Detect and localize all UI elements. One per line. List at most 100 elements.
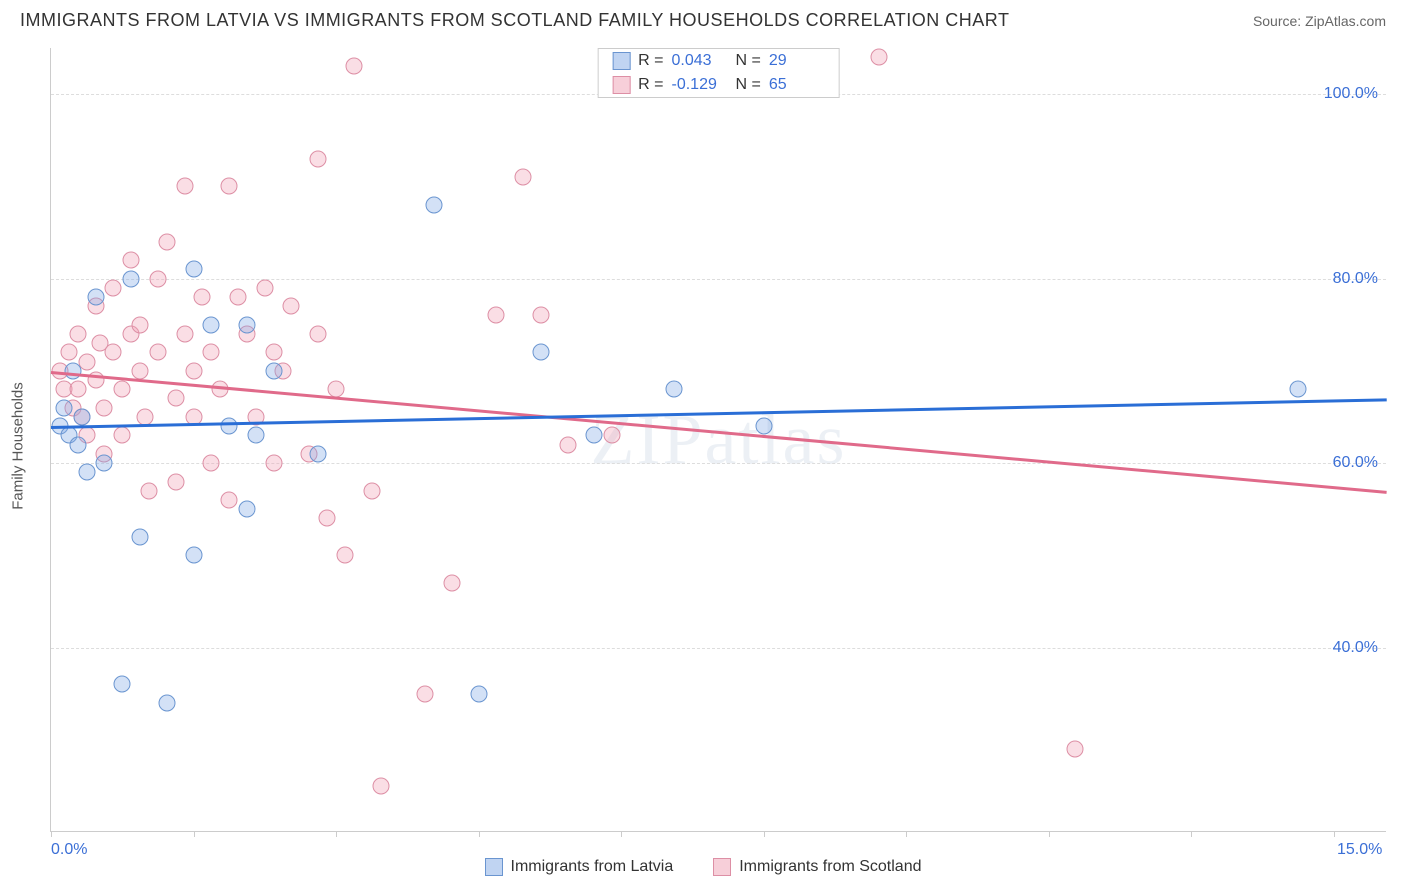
data-point xyxy=(132,316,149,333)
data-point xyxy=(221,418,238,435)
gridline xyxy=(51,463,1386,464)
data-point xyxy=(149,344,166,361)
legend-swatch xyxy=(485,858,503,876)
y-axis-label: Family Households xyxy=(10,382,27,510)
data-point xyxy=(666,381,683,398)
x-tick-mark xyxy=(621,831,622,837)
data-point xyxy=(310,150,327,167)
x-tick-mark xyxy=(1049,831,1050,837)
r-label: R = xyxy=(638,76,663,94)
data-point xyxy=(96,455,113,472)
data-point xyxy=(149,270,166,287)
data-point xyxy=(167,473,184,490)
source-text: Source: ZipAtlas.com xyxy=(1253,13,1386,29)
x-tick-label: 0.0% xyxy=(51,841,87,859)
y-tick-label: 100.0% xyxy=(1324,85,1378,103)
data-point xyxy=(372,777,389,794)
data-point xyxy=(265,362,282,379)
data-point xyxy=(755,418,772,435)
data-point xyxy=(417,685,434,702)
data-point xyxy=(69,325,86,342)
data-point xyxy=(310,325,327,342)
x-tick-mark xyxy=(764,831,765,837)
x-tick-mark xyxy=(336,831,337,837)
x-tick-mark xyxy=(906,831,907,837)
data-point xyxy=(532,307,549,324)
chart-plot-area: ZIPatlas R =0.043N =29R =-0.129N =65 40.… xyxy=(50,48,1386,832)
data-point xyxy=(69,381,86,398)
data-point xyxy=(256,279,273,296)
data-point xyxy=(176,325,193,342)
legend-label: Immigrants from Latvia xyxy=(511,858,674,876)
data-point xyxy=(586,427,603,444)
data-point xyxy=(221,178,238,195)
data-point xyxy=(132,528,149,545)
x-tick-mark xyxy=(1191,831,1192,837)
gridline xyxy=(51,279,1386,280)
data-point xyxy=(96,399,113,416)
data-point xyxy=(167,390,184,407)
data-point xyxy=(105,279,122,296)
y-tick-label: 60.0% xyxy=(1333,454,1378,472)
data-point xyxy=(230,289,247,306)
data-point xyxy=(60,344,77,361)
data-point xyxy=(105,344,122,361)
data-point xyxy=(114,427,131,444)
data-point xyxy=(283,298,300,315)
data-point xyxy=(203,316,220,333)
data-point xyxy=(1289,381,1306,398)
data-point xyxy=(238,501,255,518)
data-point xyxy=(136,408,153,425)
data-point xyxy=(515,169,532,186)
data-point xyxy=(604,427,621,444)
data-point xyxy=(203,344,220,361)
data-point xyxy=(123,270,140,287)
chart-title: IMMIGRANTS FROM LATVIA VS IMMIGRANTS FRO… xyxy=(20,10,1009,31)
legend-row: R =-0.129N =65 xyxy=(598,73,839,97)
x-tick-label: 15.0% xyxy=(1337,841,1382,859)
y-tick-label: 40.0% xyxy=(1333,639,1378,657)
data-point xyxy=(488,307,505,324)
data-point xyxy=(69,436,86,453)
n-label: N = xyxy=(736,52,761,70)
data-point xyxy=(185,547,202,564)
data-point xyxy=(176,178,193,195)
data-point xyxy=(443,574,460,591)
x-tick-mark xyxy=(51,831,52,837)
data-point xyxy=(559,436,576,453)
data-point xyxy=(265,344,282,361)
y-tick-label: 80.0% xyxy=(1333,270,1378,288)
legend-row: R =0.043N =29 xyxy=(598,49,839,73)
legend-item: Immigrants from Latvia xyxy=(485,858,674,876)
data-point xyxy=(532,344,549,361)
data-point xyxy=(158,694,175,711)
data-point xyxy=(247,427,264,444)
data-point xyxy=(194,289,211,306)
data-point xyxy=(319,510,336,527)
data-point xyxy=(74,408,91,425)
legend-label: Immigrants from Scotland xyxy=(739,858,921,876)
n-label: N = xyxy=(736,76,761,94)
data-point xyxy=(123,252,140,269)
data-point xyxy=(87,289,104,306)
data-point xyxy=(425,196,442,213)
data-point xyxy=(203,455,220,472)
data-point xyxy=(56,399,73,416)
r-label: R = xyxy=(638,52,663,70)
gridline xyxy=(51,648,1386,649)
data-point xyxy=(345,58,362,75)
data-point xyxy=(158,233,175,250)
data-point xyxy=(363,482,380,499)
data-point xyxy=(65,362,82,379)
data-point xyxy=(140,482,157,499)
data-point xyxy=(114,676,131,693)
data-point xyxy=(185,362,202,379)
data-point xyxy=(132,362,149,379)
data-point xyxy=(185,261,202,278)
data-point xyxy=(470,685,487,702)
correlation-legend: R =0.043N =29R =-0.129N =65 xyxy=(597,48,840,98)
data-point xyxy=(336,547,353,564)
legend-item: Immigrants from Scotland xyxy=(713,858,921,876)
data-point xyxy=(78,464,95,481)
data-point xyxy=(871,49,888,66)
